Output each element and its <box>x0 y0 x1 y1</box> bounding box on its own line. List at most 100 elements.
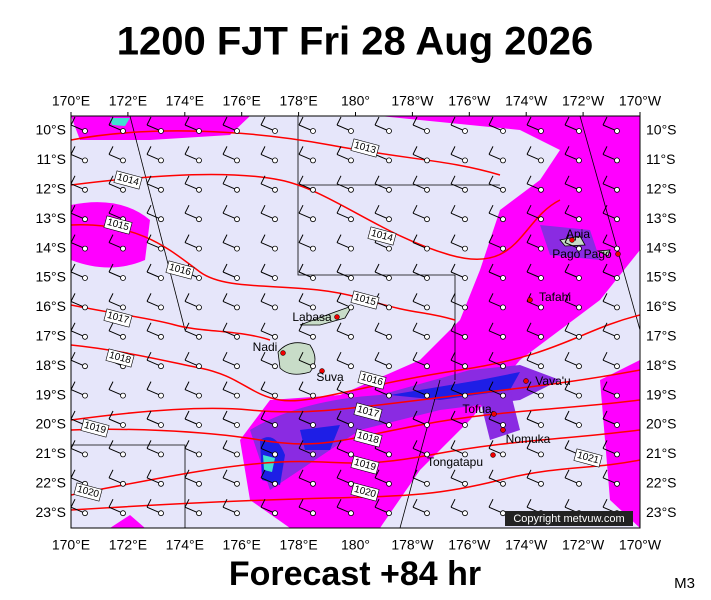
barb-flag <box>298 410 304 420</box>
barb-station <box>500 510 506 517</box>
barb-station <box>272 216 278 223</box>
barb-flag <box>108 410 114 420</box>
lat-label: 12°S <box>646 181 677 197</box>
place-label: Tongatapu <box>427 455 483 469</box>
barb-station <box>462 333 468 340</box>
barb-station <box>462 245 468 252</box>
barb-flag <box>450 410 456 420</box>
barb-station <box>272 245 278 252</box>
place-label: Tafahi <box>539 290 571 304</box>
barb-flag <box>564 146 570 155</box>
wind-barbs <box>71 116 620 517</box>
lat-label: 17°S <box>646 328 677 344</box>
barb-station <box>500 451 506 458</box>
barb-station <box>158 510 164 517</box>
lon-label: 178°W <box>391 537 434 553</box>
barb-station <box>576 422 582 428</box>
lon-label: 178°E <box>279 93 317 109</box>
barb-flag <box>412 381 418 390</box>
barb-flag <box>336 116 342 126</box>
barb-flag <box>222 175 228 185</box>
barb-station <box>614 392 620 399</box>
barb-station <box>234 392 240 399</box>
isobar-labels: 1013101410151016101410151017101810161017… <box>73 138 603 502</box>
barb-flag <box>336 322 342 332</box>
lat-label: 21°S <box>646 445 677 461</box>
barb-station <box>500 245 506 252</box>
place-dot <box>280 350 286 356</box>
barb-station <box>234 480 240 487</box>
barb-station <box>424 157 430 164</box>
barb-flag <box>184 440 190 449</box>
isobar-label-box <box>105 348 135 368</box>
barb-station <box>614 245 620 252</box>
barb-flag <box>450 175 456 185</box>
barb-station <box>234 422 240 428</box>
barb-station <box>348 245 354 252</box>
barb-station <box>538 216 544 223</box>
barb-station <box>538 275 544 281</box>
lat-label: 11°S <box>37 151 66 167</box>
barb-flag <box>564 263 570 273</box>
barb-flag <box>146 116 152 126</box>
barb-station <box>196 363 202 370</box>
lon-label: 172°E <box>109 93 147 109</box>
lat-label: 18°S <box>646 357 677 373</box>
barb-station <box>462 275 468 281</box>
barb-flag <box>488 234 494 243</box>
barb-flag <box>412 204 418 214</box>
barb-station <box>82 304 88 311</box>
barb-flag <box>412 293 418 302</box>
place-label: Nadi <box>253 340 278 354</box>
place-dot <box>569 237 575 243</box>
isobar-label-box <box>113 170 143 190</box>
barb-flag <box>184 146 190 155</box>
barb-station <box>82 216 88 223</box>
isobar-label-box <box>165 260 195 280</box>
barb-flag <box>374 469 380 479</box>
barb-flag <box>526 410 532 420</box>
barb-station <box>272 186 278 193</box>
lon-label: 178°E <box>279 537 317 553</box>
barb-flag <box>260 440 266 449</box>
lon-label: 172°W <box>562 537 605 553</box>
barb-flag <box>71 175 76 185</box>
barb-flag <box>260 116 266 126</box>
barb-flag <box>146 263 152 273</box>
graticule-labels: 170°E 170°E 172°E 172°E 174°E 174°E 176°E 176°E… <box>35 93 676 553</box>
lat-label: 19°S <box>35 386 66 402</box>
barb-station <box>576 157 582 164</box>
barb-station <box>234 186 240 193</box>
barb-flag <box>260 175 266 185</box>
barb-flag <box>602 204 608 214</box>
barb-flag <box>336 469 342 479</box>
lat-label: 17°S <box>35 328 66 344</box>
barb-flag <box>450 293 456 302</box>
lon-label: 172°E <box>109 537 147 553</box>
barb-flag <box>374 351 380 361</box>
barb-flag <box>260 410 266 420</box>
barb-station <box>120 245 126 252</box>
barb-flag <box>488 351 494 361</box>
barb-station <box>538 451 544 458</box>
barb-flag <box>260 293 266 302</box>
barb-flag <box>374 116 380 126</box>
barb-flag <box>564 322 570 332</box>
barb-station <box>500 216 506 223</box>
barb-flag <box>488 498 494 508</box>
barb-station <box>500 422 506 428</box>
isobar-label-box <box>573 448 603 468</box>
barb-flag <box>260 498 266 508</box>
barb-flag <box>412 498 418 508</box>
barb-station <box>424 422 430 428</box>
barb-station <box>538 392 544 399</box>
barb-flag <box>146 293 152 302</box>
barb-station <box>614 422 620 428</box>
barb-flag <box>564 381 570 390</box>
barb-flag <box>412 440 418 449</box>
barb-station <box>462 422 468 428</box>
barb-station <box>462 363 468 370</box>
lon-label: 170°E <box>52 537 90 553</box>
